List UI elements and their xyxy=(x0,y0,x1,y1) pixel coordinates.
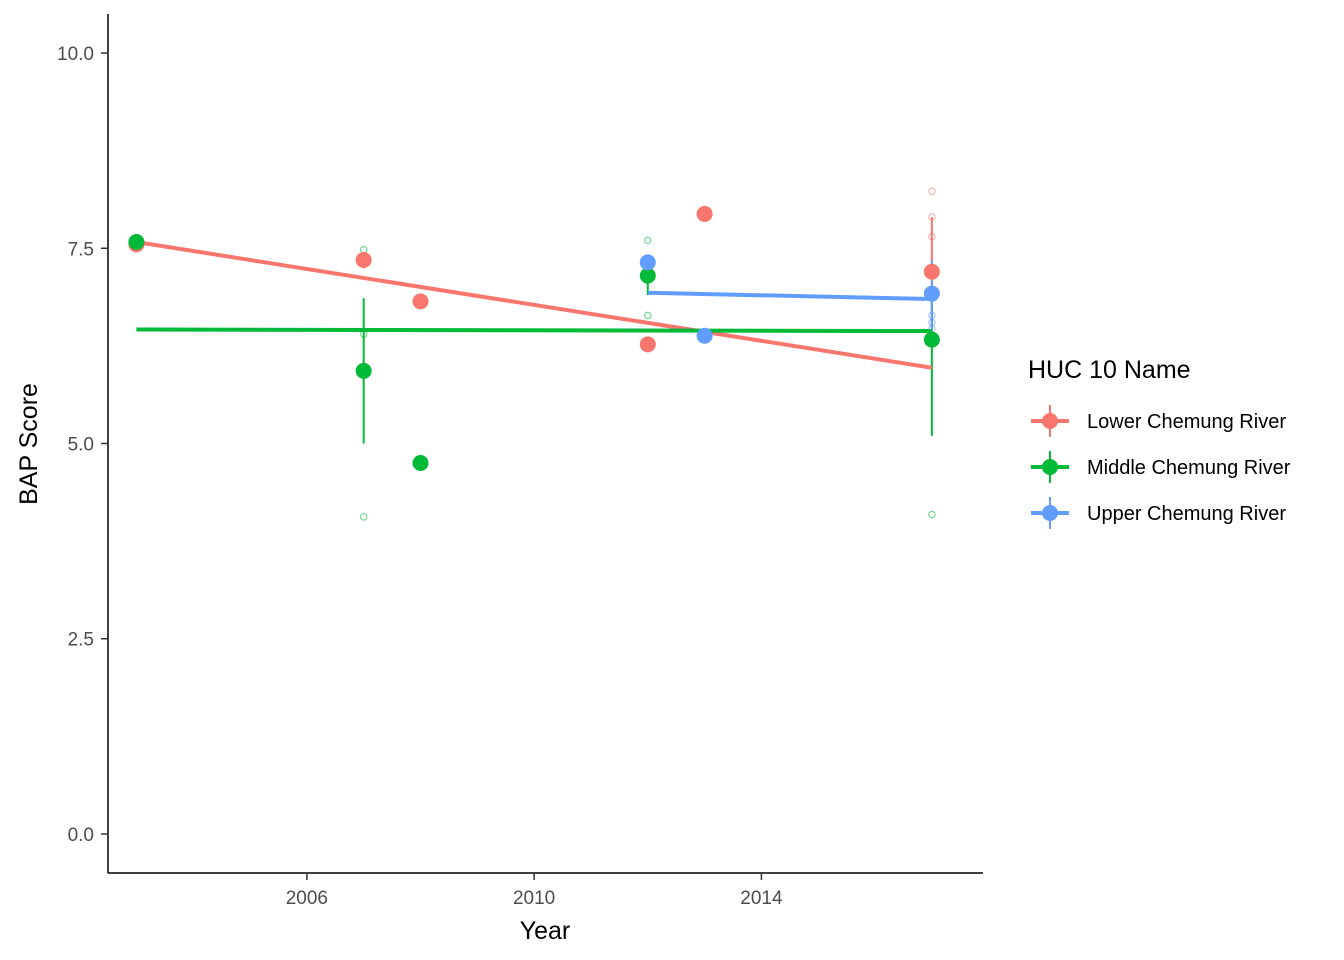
mean-point xyxy=(923,331,940,348)
legend-item: Upper Chemung River xyxy=(1031,497,1286,529)
plot-panel xyxy=(128,187,940,521)
mean-point xyxy=(923,263,940,280)
mean-point xyxy=(639,254,656,271)
legend-key-point xyxy=(1042,505,1058,521)
x-tick-label: 2006 xyxy=(286,888,328,909)
y-tick-label: 7.5 xyxy=(68,239,94,260)
x-axis-title: Year xyxy=(520,917,571,945)
y-tick-label: 2.5 xyxy=(68,630,94,651)
mean-point xyxy=(355,251,372,268)
legend-key-point xyxy=(1042,413,1058,429)
legend: HUC 10 Name Lower Chemung River Middle Ch… xyxy=(1028,356,1291,529)
trend-line xyxy=(136,240,933,370)
raw-point xyxy=(928,187,936,196)
legend-item: Middle Chemung River xyxy=(1031,451,1291,483)
mean-point xyxy=(696,205,713,222)
x-axis-ticks: 2006 2010 2014 xyxy=(286,873,783,909)
y-axis-title: BAP Score xyxy=(15,383,43,505)
mean-point xyxy=(923,285,940,302)
trend-line xyxy=(136,327,932,334)
mean-point xyxy=(696,327,713,344)
raw-point xyxy=(643,311,652,320)
legend-label: Upper Chemung River xyxy=(1087,503,1286,525)
mean-point xyxy=(412,293,429,310)
legend-label: Lower Chemung River xyxy=(1087,411,1286,433)
mean-point xyxy=(639,336,656,353)
mean-point xyxy=(412,455,429,472)
y-tick-label: 10.0 xyxy=(57,44,94,65)
raw-point xyxy=(643,236,652,245)
trend-line xyxy=(647,290,932,302)
x-tick-label: 2010 xyxy=(513,888,555,909)
raw-point xyxy=(928,510,936,519)
x-tick-label: 2014 xyxy=(740,888,783,909)
legend-key-point xyxy=(1042,459,1058,475)
mean-point xyxy=(639,267,656,284)
legend-title: HUC 10 Name xyxy=(1028,356,1191,384)
y-axis-ticks: 0.0 2.5 5.0 7.5 10.0 xyxy=(57,44,108,846)
legend-label: Middle Chemung River xyxy=(1087,457,1291,479)
mean-point xyxy=(128,234,145,251)
y-tick-label: 0.0 xyxy=(68,825,94,846)
mean-point xyxy=(355,362,372,379)
y-tick-label: 5.0 xyxy=(68,435,94,456)
legend-item: Lower Chemung River xyxy=(1031,405,1286,437)
raw-point xyxy=(359,513,368,521)
